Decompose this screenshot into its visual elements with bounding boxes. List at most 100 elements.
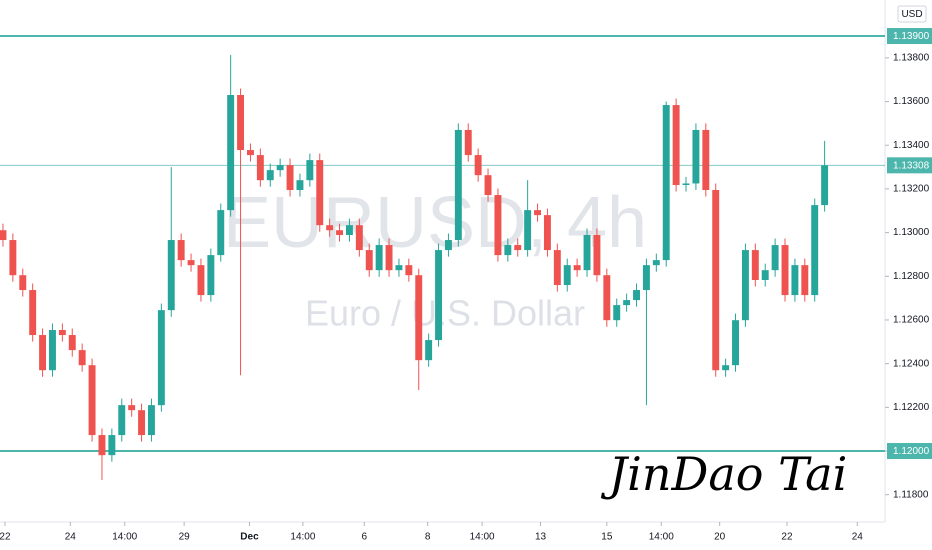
candle-body: [266, 170, 274, 181]
y-tick-label: 1.13800: [893, 53, 930, 64]
candle-body: [652, 260, 660, 266]
candle-body: [722, 365, 730, 371]
candle-body: [118, 405, 126, 436]
x-tick-label: 14:00: [112, 532, 137, 543]
candle-body: [415, 275, 423, 361]
y-tick-label: 1.13600: [893, 96, 930, 107]
candle-body: [98, 435, 106, 456]
candle-body: [563, 265, 571, 286]
candle-body: [444, 240, 452, 251]
x-tick-label: 20: [714, 532, 726, 543]
level-label: 1.13900: [893, 31, 930, 42]
candle-body: [751, 250, 759, 281]
candle-body: [147, 405, 155, 436]
candle-body: [128, 405, 136, 411]
x-tick-label: 24: [852, 532, 864, 543]
candle-body: [791, 265, 799, 296]
candle-body: [365, 250, 373, 271]
watermark-subtitle: Euro / U.S. Dollar: [305, 293, 585, 334]
candle-body: [306, 160, 314, 181]
candle-body: [29, 290, 37, 336]
candle-body: [9, 240, 17, 276]
y-tick-label: 1.12600: [893, 315, 930, 326]
candle-body: [58, 330, 66, 336]
candle-body: [39, 335, 47, 371]
candle-body: [732, 320, 739, 366]
x-tick-label: 6: [362, 532, 368, 543]
x-tick-label: 8: [425, 532, 431, 543]
candle-body: [811, 205, 819, 296]
x-tick-label: 14:00: [470, 532, 495, 543]
candle-body: [157, 310, 165, 406]
candle-body: [761, 270, 769, 281]
candle-body: [623, 300, 631, 306]
candle-body: [197, 265, 205, 296]
x-tick-label: 24: [65, 532, 77, 543]
y-tick-label: 1.13000: [893, 227, 930, 238]
candle-body: [108, 435, 116, 456]
x-tick-label: 29: [179, 532, 191, 543]
candle-body: [504, 245, 512, 256]
candle-body: [771, 245, 779, 271]
y-tick-label: 1.12200: [893, 402, 930, 413]
candle-body: [573, 265, 581, 271]
candle-body: [662, 105, 670, 261]
level-label-box: [887, 157, 932, 174]
candle-body: [534, 210, 541, 216]
x-tick-label: Dec: [240, 532, 259, 543]
y-tick-label: 1.12800: [893, 271, 930, 282]
candle-body: [425, 340, 433, 361]
candle-body: [375, 245, 383, 271]
currency: USD: [901, 9, 922, 20]
candle-body: [19, 275, 27, 291]
candle-body: [0, 230, 7, 241]
candle-body: [543, 215, 551, 251]
candle-body: [603, 275, 611, 321]
candle-body: [435, 250, 443, 341]
candle-body: [237, 95, 245, 151]
candle-body: [821, 165, 829, 206]
x-tick-label: 15: [601, 532, 613, 543]
signature: JinDao Tai: [601, 447, 848, 501]
candle-body: [217, 210, 225, 256]
candle-body: [553, 250, 561, 286]
candle-body: [296, 180, 304, 191]
candle-body: [405, 265, 413, 276]
candle-body: [138, 410, 146, 436]
candle-body: [49, 330, 56, 371]
candle-body: [484, 175, 492, 196]
y-tick-label: 1.13400: [893, 140, 930, 151]
candle-body: [88, 365, 96, 436]
x-tick-label: 22: [781, 532, 793, 543]
x-tick-label: 14:00: [649, 532, 674, 543]
currency-box: [897, 5, 927, 23]
level-label-box: [887, 28, 932, 45]
candle-body: [227, 95, 235, 211]
candle-body: [355, 225, 363, 251]
candle-body: [326, 225, 334, 231]
x-tick-label: 14:00: [290, 532, 315, 543]
candle-body: [593, 235, 601, 276]
x-tick-label: 22: [0, 532, 11, 543]
candle-body: [177, 240, 185, 261]
candle-body: [494, 195, 502, 256]
candle-body: [454, 129, 462, 241]
watermark: EURUSD, 4h: [223, 183, 647, 263]
x-tick-label: 13: [535, 532, 547, 543]
candle-body: [781, 245, 789, 296]
level-label-box: [887, 443, 932, 460]
candle-body: [583, 235, 591, 271]
candle-body: [246, 150, 254, 156]
candle-body: [187, 260, 195, 266]
candle-body: [474, 155, 482, 176]
y-tick-label: 1.11800: [893, 489, 929, 500]
candle-body: [524, 210, 532, 251]
candle-body: [702, 129, 710, 191]
y-tick-label: 1.12400: [893, 358, 930, 369]
candle-body: [286, 165, 294, 191]
candle-body: [712, 190, 720, 371]
level-label: 1.12000: [893, 446, 930, 457]
candle-body: [613, 305, 621, 321]
